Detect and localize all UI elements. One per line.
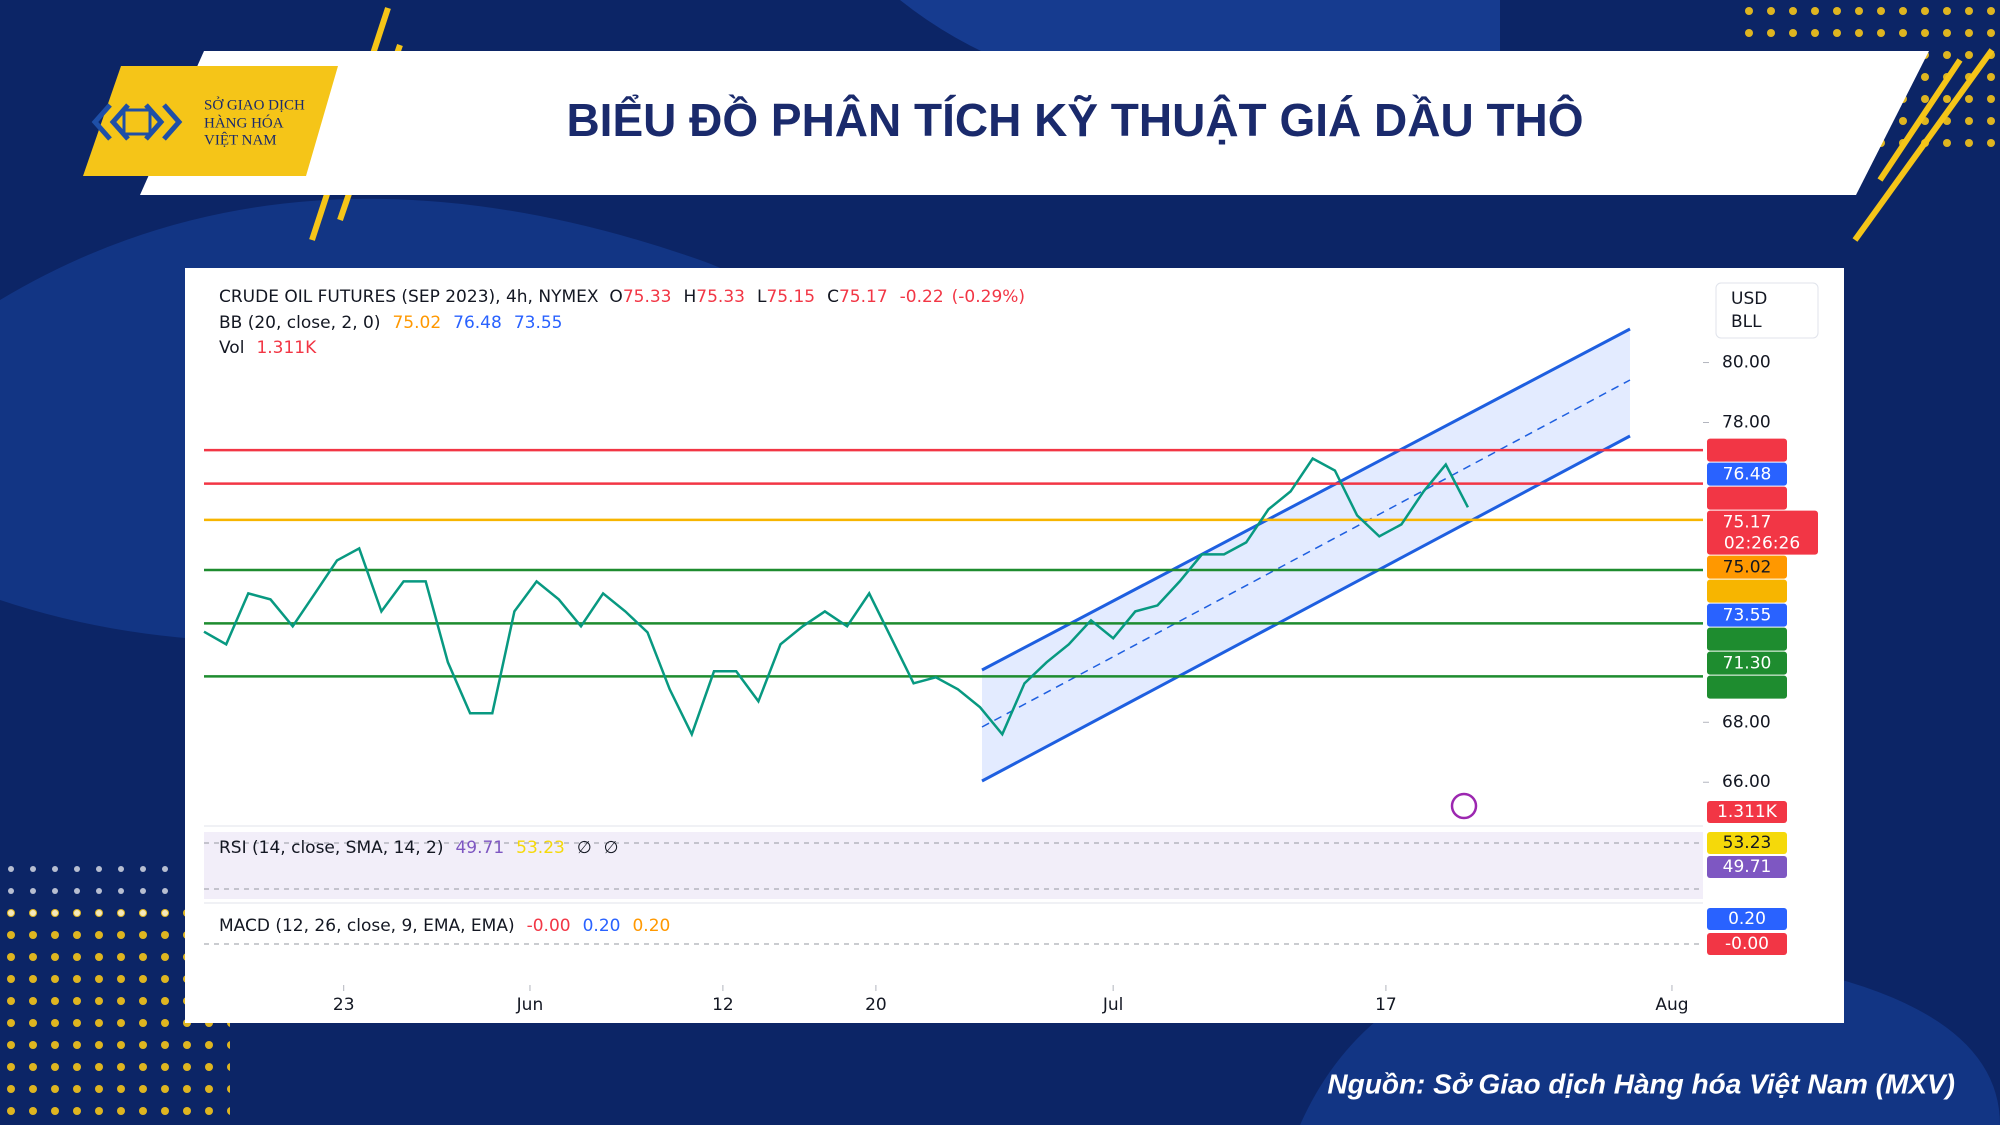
axis-label-box: [1707, 801, 1787, 823]
y-tick-label: 66.00: [1722, 772, 1771, 792]
y-tick-label: 80.00: [1722, 353, 1771, 373]
legend-value: BB (20, close, 2, 0): [219, 313, 380, 333]
axis-label: 49.71: [1723, 857, 1772, 877]
x-tick-label: 20: [865, 995, 887, 1015]
countdown: 02:26:26: [1724, 534, 1800, 554]
x-tick-label: 17: [1375, 995, 1397, 1015]
legend-value: ∅: [577, 838, 592, 858]
logo-badge: [83, 66, 338, 176]
axis-label: 53.23: [1723, 833, 1772, 853]
channel-line: [981, 327, 1631, 672]
price-label: 73.55: [1723, 606, 1772, 626]
legend-value: 53.23: [516, 838, 565, 858]
legend-value: -0.22: [900, 287, 944, 307]
legend-value: (-0.29%): [952, 287, 1025, 307]
legend-value: 1.311K: [256, 338, 317, 358]
price-label-box: [1707, 675, 1787, 699]
legend-value: 75.02: [392, 313, 441, 333]
currency: BLL: [1731, 312, 1762, 332]
legend-value: 73.55: [514, 313, 563, 333]
legend-value: 75.33: [696, 287, 745, 307]
x-tick-label: Jun: [516, 995, 544, 1015]
legend-value: C: [827, 287, 839, 307]
event-icon: [1450, 792, 1478, 820]
axis-label: -0.00: [1725, 934, 1769, 954]
axis-label-box: [1707, 856, 1787, 878]
legend-value: 0.20: [632, 916, 670, 936]
price-label: 75.02: [1723, 558, 1772, 578]
channel-midline: [981, 379, 1631, 728]
price-label-box: [1707, 651, 1787, 675]
axis-label-box: [1707, 908, 1787, 930]
x-tick-label: Aug: [1655, 995, 1688, 1015]
page-title: BIỂU ĐỒ PHÂN TÍCH KỸ THUẬT GIÁ DẦU THÔ: [566, 94, 1583, 146]
rsi-panel: [204, 832, 1703, 899]
price-label-box: [1707, 462, 1787, 486]
rsi-legend: RSI (14, close, SMA, 14, 2) 49.71 53.23 ∅ ∅: [219, 838, 618, 858]
price-label-box: [1707, 486, 1787, 510]
legend-value: 76.48: [453, 313, 502, 333]
legend-value: O: [609, 287, 622, 307]
header-banner: [140, 51, 1929, 195]
price-line: [203, 456, 1470, 738]
axis-label-box: [1707, 933, 1787, 955]
x-tick-label: Jul: [1102, 995, 1124, 1015]
logo-text: VIỆT NAM: [204, 131, 277, 148]
chart-panel: [185, 268, 1844, 1023]
dot-pattern: [0, 860, 180, 920]
channel-line: [981, 434, 1631, 783]
legend-value: Vol: [219, 338, 244, 358]
price-label: 75.17: [1723, 513, 1772, 533]
price-label-box: [1707, 438, 1787, 462]
price-label: 71.30: [1723, 654, 1772, 674]
legend-value: MACD (12, 26, close, 9, EMA, EMA): [219, 916, 515, 936]
logo-icon: [91, 103, 183, 141]
axis-label: 1.311K: [1717, 802, 1778, 822]
currency-box: [1715, 282, 1819, 339]
ohlc-legend: CRUDE OIL FUTURES (SEP 2023), 4h, NYMEX O…: [219, 287, 1025, 307]
legend-value: RSI (14, close, SMA, 14, 2): [219, 838, 443, 858]
legend-value: -0.00: [527, 916, 571, 936]
x-tick-label: 12: [712, 995, 734, 1015]
price-label-box: [1707, 603, 1787, 627]
axis-label-box: [1707, 832, 1787, 854]
y-tick-label: 68.00: [1722, 712, 1771, 732]
legend-value: 75.15: [766, 287, 815, 307]
price-label-box: [1707, 627, 1787, 651]
y-tick-label: 78.00: [1722, 412, 1771, 432]
axis-label: 0.20: [1728, 909, 1766, 929]
channel-fill: [982, 329, 1630, 781]
price-label-box: [1707, 579, 1787, 603]
price-label-box: [1707, 510, 1818, 555]
legend-value: ∅: [604, 838, 619, 858]
bb-legend: BB (20, close, 2, 0) 75.02 76.48 73.55: [219, 313, 562, 333]
price-label-box: [1707, 555, 1787, 579]
legend-value: L: [757, 287, 767, 307]
legend-value: H: [683, 287, 696, 307]
legend-value: 49.71: [455, 838, 504, 858]
currency: USD: [1731, 289, 1767, 309]
x-tick-label: 23: [333, 995, 355, 1015]
logo-text: SỞ GIAO DỊCH: [204, 96, 305, 113]
legend-value: CRUDE OIL FUTURES (SEP 2023), 4h, NYMEX: [219, 287, 599, 307]
legend-value: 75.17: [839, 287, 888, 307]
price-label: 76.48: [1723, 465, 1772, 485]
macd-legend: MACD (12, 26, close, 9, EMA, EMA) -0.00 0.…: [219, 916, 670, 936]
source-note: Nguồn: Sở Giao dịch Hàng hóa Việt Nam (M…: [1327, 1068, 1955, 1099]
logo-text: HÀNG HÓA: [204, 114, 284, 131]
volume-legend: Vol 1.311K: [219, 338, 317, 358]
legend-value: 75.33: [623, 287, 672, 307]
legend-value: 0.20: [583, 916, 621, 936]
